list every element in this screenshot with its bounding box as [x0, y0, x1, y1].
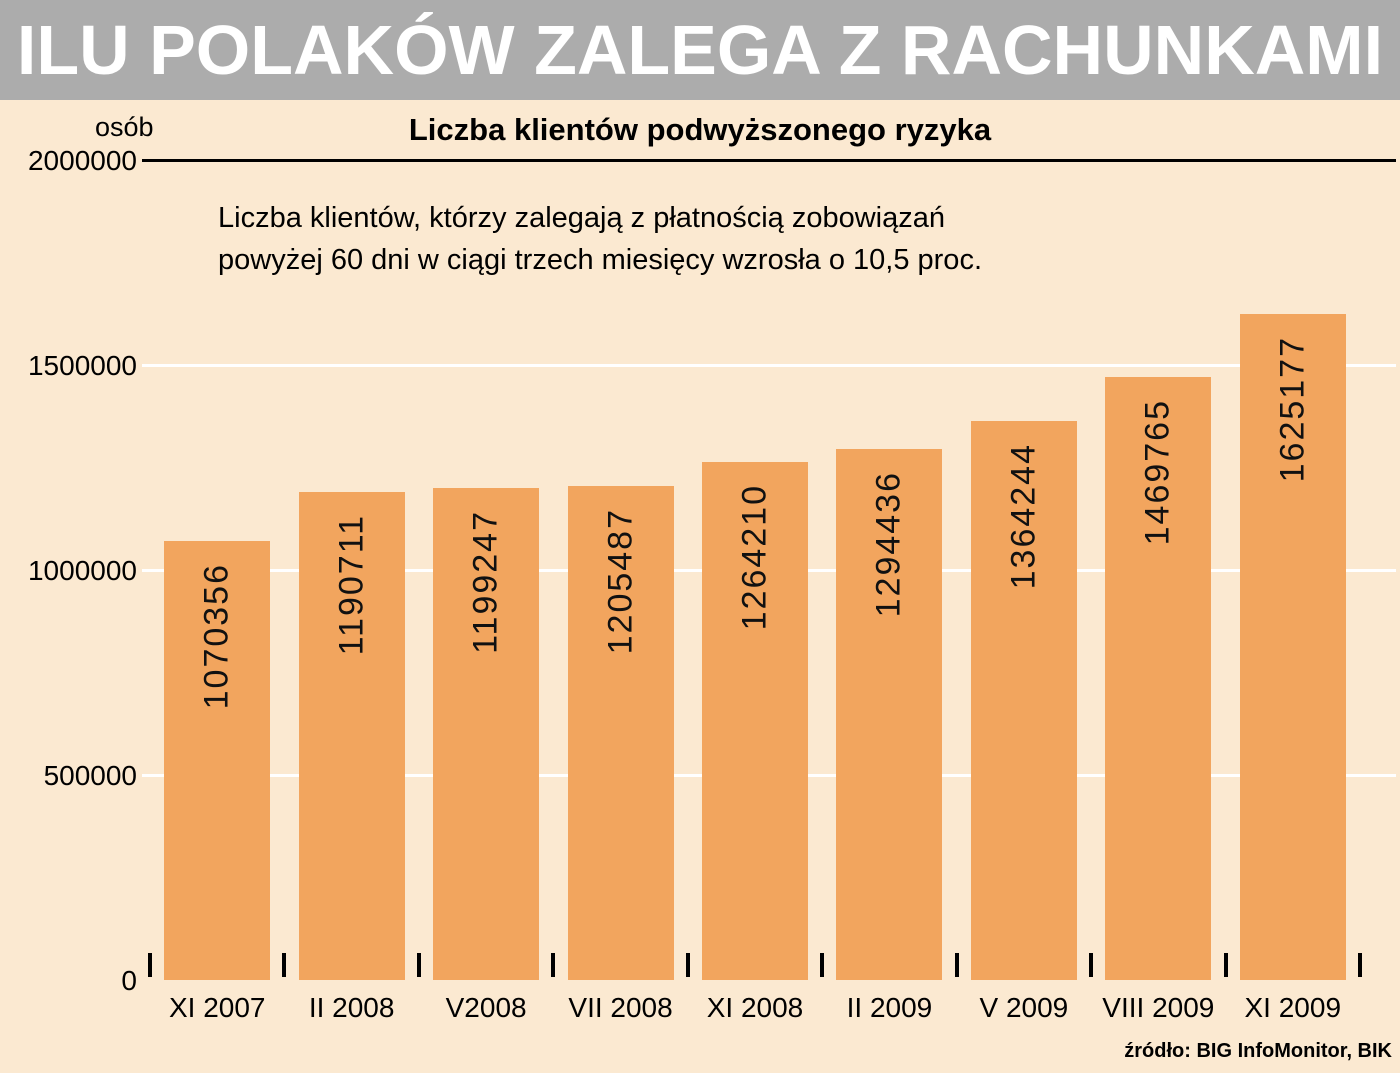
- bar: 1199247: [433, 488, 540, 980]
- bar: 1070356: [164, 541, 271, 980]
- x-category-label: XI 2009: [1244, 992, 1342, 1023]
- bar-value-label: 1294436: [869, 471, 908, 618]
- bar-value-label: 1199247: [466, 510, 505, 655]
- chart-title: Liczba klientów podwyższonego ryzyka: [408, 112, 992, 147]
- chart-subtitle-line2: powyżej 60 dni w ciągi trzech miesięcy w…: [218, 244, 982, 276]
- x-category-label: II 2008: [308, 992, 395, 1023]
- x-tick: [1358, 953, 1362, 977]
- x-tick: [954, 953, 959, 977]
- bar-value-label: 1264210: [735, 483, 774, 631]
- bar-value-label: 1205487: [601, 507, 640, 655]
- bar: 1264210: [702, 461, 808, 980]
- gridline: [142, 363, 1396, 367]
- x-tick: [282, 953, 287, 977]
- x-category-label: VII 2008: [568, 992, 673, 1023]
- bar-value-label: 1190711: [332, 513, 371, 656]
- chart-subtitle-line1: Liczba klientów, którzy zalegają z płatn…: [218, 202, 946, 234]
- x-tick: [416, 953, 421, 977]
- bar: 1625177: [1239, 313, 1346, 980]
- page-title: ILU POLAKÓW ZALEGA Z RACHUNKAMI: [16, 11, 1384, 89]
- header-banner: ILU POLAKÓW ZALEGA Z RACHUNKAMI: [0, 0, 1400, 100]
- x-category-label: XI 2008: [706, 992, 804, 1023]
- x-tick: [820, 953, 825, 977]
- x-category-label: V2008: [445, 992, 527, 1023]
- bar-value-label: 1625177: [1273, 335, 1312, 483]
- x-category-label: V 2009: [979, 992, 1069, 1023]
- y-axis-unit-label: osób: [95, 112, 154, 142]
- bar: 1469765: [1105, 377, 1212, 980]
- y-tick-label: 500000: [43, 760, 137, 791]
- y-tick-label: 0: [121, 965, 137, 996]
- axis-top-line: [142, 158, 1396, 162]
- y-tick-label: 1500000: [27, 350, 137, 381]
- y-tick-label: 2000000: [27, 145, 137, 176]
- x-tick: [551, 953, 556, 977]
- x-tick: [148, 953, 152, 977]
- x-tick: [1089, 953, 1094, 977]
- y-tick-label: 1000000: [27, 555, 137, 586]
- bar-value-label: 1364244: [1004, 442, 1043, 590]
- x-tick: [1223, 953, 1228, 977]
- bar: 1205487: [567, 485, 674, 980]
- x-tick: [685, 953, 690, 977]
- bar: 1364244: [970, 420, 1077, 980]
- bar: 1190711: [298, 491, 405, 980]
- x-category-label: II 2009: [846, 992, 933, 1023]
- chart-subtitle: Liczba klientów, którzy zalegają z płatn…: [218, 197, 982, 281]
- source-credit: źródło: BIG InfoMonitor, BIK: [1124, 1040, 1392, 1062]
- bar: 1294436: [836, 449, 943, 980]
- x-category-label: XI 2007: [168, 992, 266, 1023]
- bar-value-label: 1070356: [197, 563, 236, 710]
- bar-value-label: 1469765: [1138, 399, 1177, 546]
- x-category-label: VIII 2009: [1102, 992, 1215, 1023]
